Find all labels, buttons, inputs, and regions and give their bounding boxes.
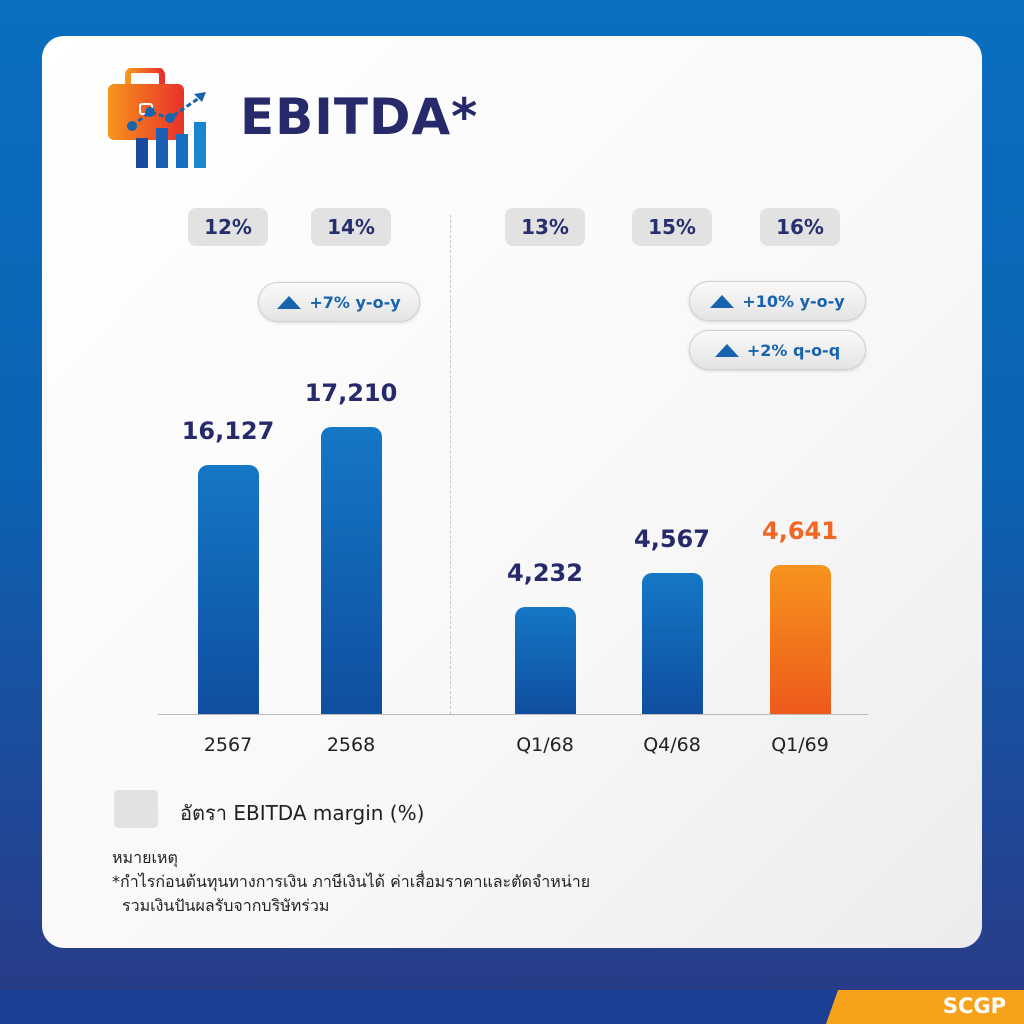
annual-yoy-text: +7% y-o-y xyxy=(309,292,401,312)
briefcase-growth-icon xyxy=(108,68,206,168)
value-label: 4,567 xyxy=(634,524,710,553)
value-label: 4,641 xyxy=(762,516,838,545)
brand-logo: SCGP xyxy=(942,994,1006,1018)
value-label: 4,232 xyxy=(507,558,583,587)
value-label: 16,127 xyxy=(181,416,275,445)
page-title: EBITDA* xyxy=(240,88,479,146)
margin-badge: 13% xyxy=(505,208,585,246)
category-label: Q4/68 xyxy=(643,734,701,756)
triangle-up-icon xyxy=(277,295,302,309)
note-line-1: *กำไรก่อนต้นทุนทางการเงิน ภาษีเงินได้ ค่… xyxy=(112,872,591,891)
triangle-up-icon xyxy=(710,294,735,308)
quarter-yoy-pill: +10% y-o-y xyxy=(689,281,866,321)
category-label: Q1/69 xyxy=(771,734,829,756)
triangle-up-icon xyxy=(714,343,739,357)
note-heading: หมายเหตุ xyxy=(112,848,178,867)
annual-yoy-pill: +7% y-o-y xyxy=(258,282,420,322)
category-label: Q1/68 xyxy=(516,734,574,756)
bar-2568 xyxy=(321,426,382,714)
legend-label: อัตรา EBITDA margin (%) xyxy=(180,801,425,825)
bar-Q1/68 xyxy=(515,606,576,714)
note-line-2: รวมเงินปันผลรับจากบริษัทร่วม xyxy=(122,896,330,915)
bar-2567 xyxy=(198,464,259,714)
bar-Q1/69 xyxy=(770,564,831,714)
bar-Q4/68 xyxy=(642,572,703,714)
category-label: 2567 xyxy=(203,734,253,756)
margin-badge: 16% xyxy=(760,208,840,246)
baseline xyxy=(158,714,868,715)
margin-badge: 14% xyxy=(311,208,391,246)
margin-badge: 15% xyxy=(632,208,712,246)
category-label: 2568 xyxy=(326,734,376,756)
quarter-yoy-text: +10% y-o-y xyxy=(742,291,845,311)
quarter-qoq-pill: +2% q-o-q xyxy=(689,330,866,370)
legend-swatch xyxy=(114,790,158,828)
margin-badge: 12% xyxy=(188,208,268,246)
footer-accent xyxy=(826,990,1024,1024)
quarter-qoq-text: +2% q-o-q xyxy=(746,340,841,360)
value-label: 17,210 xyxy=(304,378,398,407)
group-divider xyxy=(450,215,451,714)
